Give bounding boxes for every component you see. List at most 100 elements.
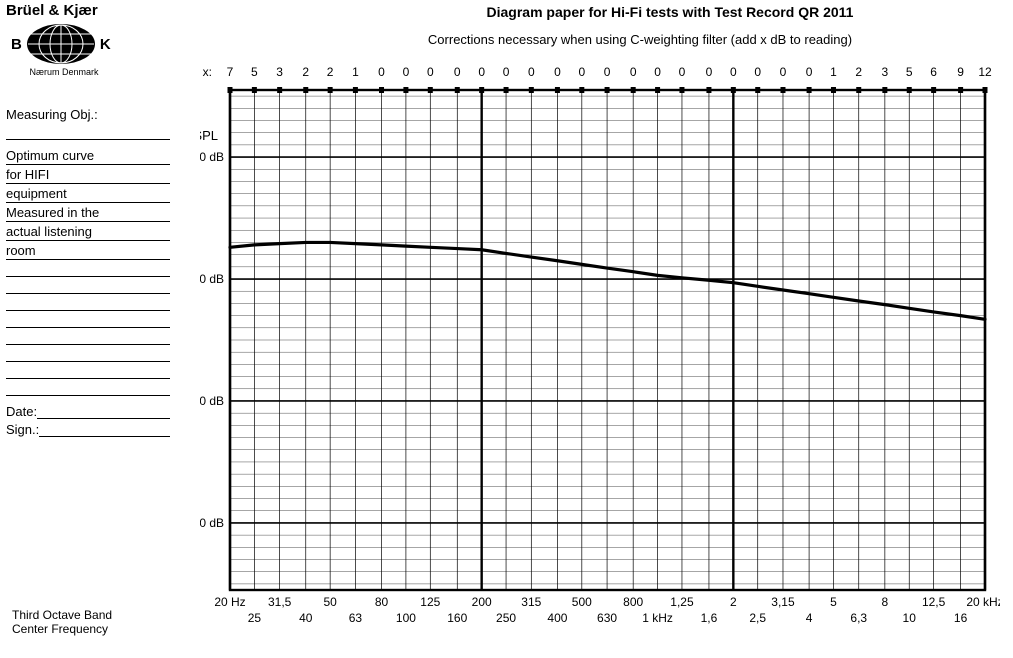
- brand-name: Brüel & Kjær: [6, 2, 180, 19]
- svg-text:1 kHz: 1 kHz: [642, 611, 673, 625]
- svg-text:0: 0: [578, 65, 585, 79]
- footnote-line1: Third Octave Band: [12, 608, 112, 622]
- svg-text:0: 0: [630, 65, 637, 79]
- svg-text:0: 0: [403, 65, 410, 79]
- svg-text:90 dB: 90 dB: [200, 150, 224, 164]
- date-row: Date:: [6, 403, 170, 419]
- sidebar: Brüel & Kjær B K Nærum Denmark Measuring…: [4, 2, 180, 652]
- svg-text:160: 160: [447, 611, 467, 625]
- svg-text:315: 315: [521, 595, 541, 609]
- note-line[interactable]: for HIFI: [6, 166, 170, 184]
- svg-text:500: 500: [572, 595, 592, 609]
- note-line[interactable]: [6, 278, 170, 294]
- svg-text:0: 0: [604, 65, 611, 79]
- svg-text:3: 3: [276, 65, 283, 79]
- svg-text:0: 0: [454, 65, 461, 79]
- logo: B K: [8, 23, 180, 65]
- svg-text:0: 0: [528, 65, 535, 79]
- svg-text:3: 3: [882, 65, 889, 79]
- sign-line[interactable]: [39, 421, 170, 437]
- svg-text:0: 0: [378, 65, 385, 79]
- svg-text:1,25: 1,25: [670, 595, 694, 609]
- svg-text:1: 1: [830, 65, 837, 79]
- svg-text:SPL: SPL: [200, 128, 218, 143]
- svg-text:50: 50: [323, 595, 337, 609]
- footnote-line2: Center Frequency: [12, 622, 108, 636]
- svg-text:800: 800: [623, 595, 643, 609]
- sign-row: Sign.:: [6, 421, 170, 437]
- svg-text:25: 25: [248, 611, 262, 625]
- note-line[interactable]: Measured in the: [6, 204, 170, 222]
- svg-text:0: 0: [679, 65, 686, 79]
- notes-block: Optimum curvefor HIFIequipmentMeasured i…: [4, 147, 180, 396]
- svg-text:5: 5: [906, 65, 913, 79]
- svg-text:0: 0: [554, 65, 561, 79]
- svg-text:1,6: 1,6: [701, 611, 718, 625]
- svg-text:4: 4: [806, 611, 813, 625]
- note-line[interactable]: [6, 295, 170, 311]
- svg-text:20 kHz: 20 kHz: [966, 595, 1000, 609]
- page-root: Diagram paper for Hi-Fi tests with Test …: [0, 0, 1013, 658]
- svg-text:125: 125: [420, 595, 440, 609]
- logo-right-letter: K: [100, 36, 111, 53]
- note-line[interactable]: actual listening: [6, 223, 170, 241]
- svg-text:63: 63: [349, 611, 363, 625]
- svg-text:2: 2: [730, 595, 737, 609]
- note-line[interactable]: [6, 380, 170, 396]
- svg-text:2: 2: [855, 65, 862, 79]
- svg-text:x:: x:: [203, 65, 212, 79]
- logo-subtitle: Nærum Denmark: [4, 67, 124, 77]
- date-label: Date:: [6, 404, 37, 419]
- date-line[interactable]: [37, 403, 170, 419]
- chart-title: Diagram paper for Hi-Fi tests with Test …: [350, 4, 990, 20]
- svg-text:6,3: 6,3: [850, 611, 867, 625]
- svg-text:0: 0: [427, 65, 434, 79]
- note-line[interactable]: Optimum curve: [6, 147, 170, 165]
- svg-text:80 dB: 80 dB: [200, 272, 224, 286]
- svg-text:200: 200: [472, 595, 492, 609]
- note-line[interactable]: [6, 363, 170, 379]
- svg-text:10: 10: [903, 611, 917, 625]
- svg-text:0: 0: [503, 65, 510, 79]
- svg-text:0: 0: [478, 65, 485, 79]
- svg-text:80: 80: [375, 595, 389, 609]
- svg-text:31,5: 31,5: [268, 595, 292, 609]
- svg-text:7: 7: [227, 65, 234, 79]
- note-line[interactable]: [6, 261, 170, 277]
- svg-text:1: 1: [352, 65, 359, 79]
- note-line[interactable]: [6, 312, 170, 328]
- svg-text:70 dB: 70 dB: [200, 394, 224, 408]
- chart-svg: 60 dB70 dB80 dB90 dBSPLx:753221000000000…: [200, 58, 1000, 644]
- svg-text:0: 0: [730, 65, 737, 79]
- svg-text:20 Hz: 20 Hz: [214, 595, 245, 609]
- svg-text:630: 630: [597, 611, 617, 625]
- svg-text:6: 6: [930, 65, 937, 79]
- note-line[interactable]: [6, 346, 170, 362]
- svg-text:40: 40: [299, 611, 313, 625]
- svg-text:2: 2: [327, 65, 334, 79]
- note-line[interactable]: [6, 329, 170, 345]
- svg-text:2: 2: [302, 65, 309, 79]
- logo-left-letter: B: [11, 36, 22, 53]
- svg-text:0: 0: [780, 65, 787, 79]
- svg-text:16: 16: [954, 611, 968, 625]
- svg-text:5: 5: [830, 595, 837, 609]
- sign-label: Sign.:: [6, 422, 39, 437]
- measuring-obj-label: Measuring Obj.:: [6, 107, 180, 122]
- svg-text:12: 12: [978, 65, 992, 79]
- svg-text:9: 9: [957, 65, 964, 79]
- svg-text:8: 8: [882, 595, 889, 609]
- note-line[interactable]: equipment: [6, 185, 170, 203]
- chart-container: 60 dB70 dB80 dB90 dBSPLx:753221000000000…: [200, 58, 1000, 644]
- svg-text:3,15: 3,15: [771, 595, 795, 609]
- svg-text:2,5: 2,5: [749, 611, 766, 625]
- svg-text:250: 250: [496, 611, 516, 625]
- chart-subtitle: Corrections necessary when using C-weigh…: [280, 32, 1000, 47]
- svg-text:0: 0: [806, 65, 813, 79]
- svg-text:0: 0: [706, 65, 713, 79]
- note-line[interactable]: room: [6, 242, 170, 260]
- svg-text:100: 100: [396, 611, 416, 625]
- svg-text:12,5: 12,5: [922, 595, 946, 609]
- measuring-obj-line[interactable]: [6, 124, 170, 140]
- svg-text:0: 0: [654, 65, 661, 79]
